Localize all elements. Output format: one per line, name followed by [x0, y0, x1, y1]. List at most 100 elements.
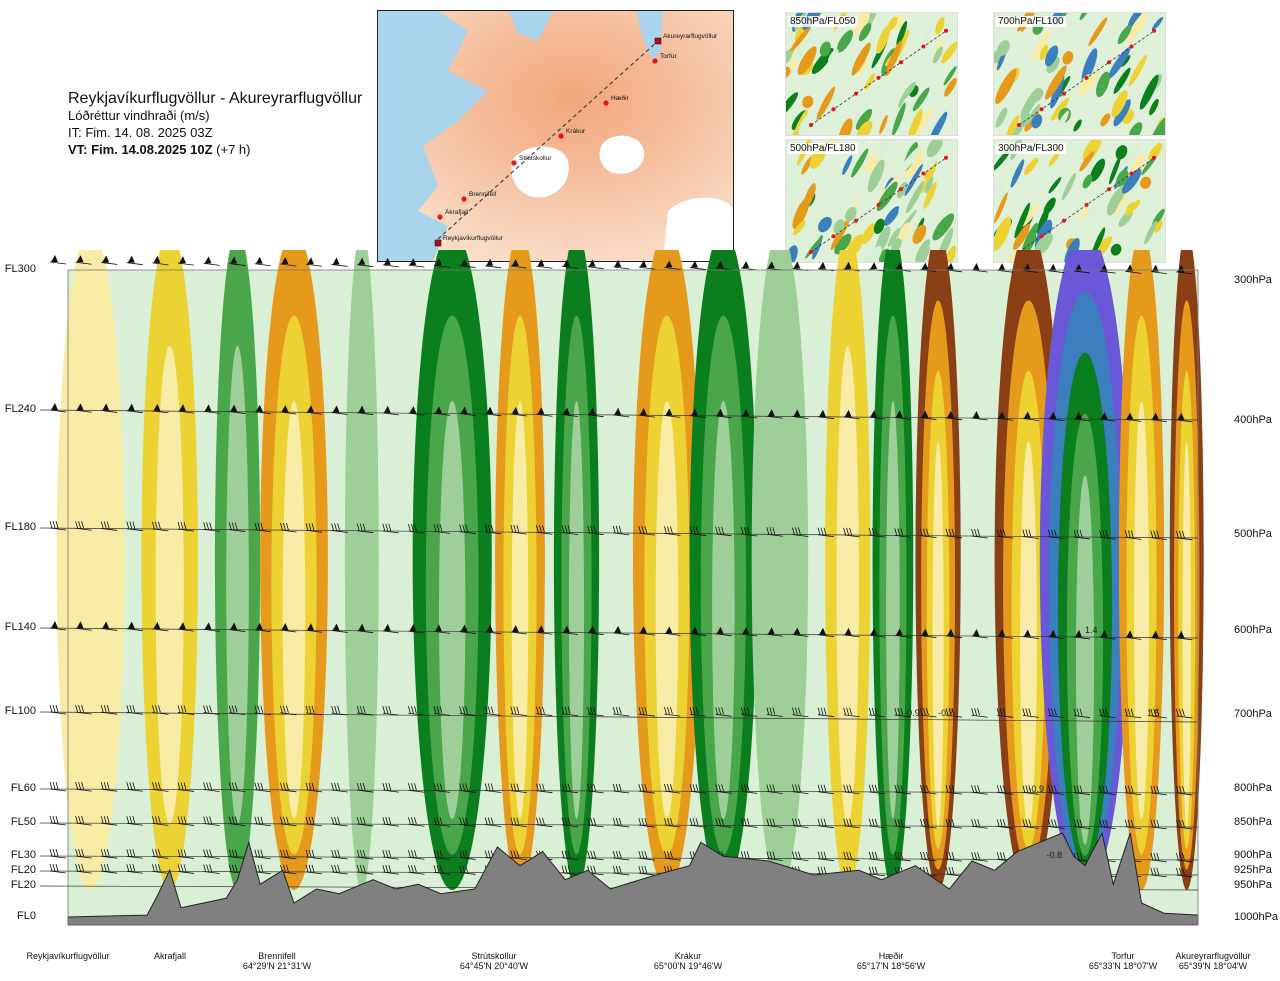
barb-shaft — [101, 628, 118, 631]
inset-cell — [1073, 119, 1082, 132]
inset-cell — [786, 47, 796, 67]
barb-feather — [433, 524, 437, 532]
wind-barb — [945, 628, 963, 639]
barb-feather — [951, 785, 955, 793]
wind-barb — [561, 706, 579, 717]
inset-cell — [1005, 115, 1020, 135]
barb-feather — [459, 524, 462, 532]
barb-feather — [1025, 819, 1029, 827]
barb-feather — [362, 705, 366, 714]
barb-pennant — [947, 628, 954, 636]
wind-barb — [638, 526, 655, 536]
velocity-contour — [282, 401, 306, 819]
pressure-level-label: 900hPa — [1234, 849, 1272, 861]
barb-shaft — [1048, 418, 1065, 422]
barb-feather — [408, 783, 411, 791]
barb-feather — [439, 783, 443, 791]
wind-barb — [689, 260, 707, 270]
wind-barb — [740, 526, 758, 537]
inset-waypoint — [809, 123, 813, 127]
barb-feather — [948, 867, 952, 875]
inset-waypoint — [899, 187, 903, 192]
wind-barb — [996, 819, 1014, 829]
barb-pennant — [435, 258, 442, 266]
inset-waypoint — [876, 202, 881, 207]
barb-feather — [1051, 785, 1054, 793]
barb-pennant — [332, 405, 340, 413]
wind-barb — [356, 782, 374, 793]
wind-barb — [1150, 708, 1167, 719]
barb-feather — [311, 864, 315, 873]
barb-feather — [689, 707, 693, 715]
wind-barb — [971, 708, 988, 718]
wind-barb — [945, 708, 963, 718]
wind-barb — [843, 784, 860, 795]
barb-shaft — [869, 714, 886, 718]
barb-feather — [638, 783, 642, 792]
barb-feather — [484, 850, 488, 858]
wind-barb — [305, 523, 323, 533]
barb-shaft — [715, 713, 732, 717]
barb-feather — [49, 863, 53, 872]
barb-feather — [1124, 530, 1128, 538]
inset-cell — [1022, 202, 1041, 227]
wind-barb — [433, 706, 451, 716]
barb-feather — [670, 707, 673, 715]
inset-cell — [858, 57, 868, 76]
barb-feather — [516, 524, 520, 533]
barb-shaft — [920, 535, 937, 538]
wind-barb — [357, 405, 374, 416]
barb-feather — [1176, 530, 1179, 538]
barb-feather — [792, 707, 795, 715]
barb-feather — [539, 525, 542, 533]
inset-cell — [802, 95, 814, 109]
barb-feather — [593, 817, 596, 825]
wind-barb — [792, 851, 809, 861]
wind-barb — [664, 260, 681, 270]
barb-pennant — [230, 622, 238, 630]
barb-shaft — [510, 824, 527, 828]
flight-level-label: FL20 — [10, 864, 36, 876]
barb-feather — [1182, 785, 1185, 794]
barb-shaft — [920, 825, 937, 829]
barb-feather — [183, 816, 187, 824]
barb-feather — [158, 782, 161, 790]
barb-feather — [868, 707, 872, 715]
inset-cell — [1106, 186, 1125, 216]
wind-barb — [536, 706, 553, 717]
barb-feather — [977, 708, 980, 716]
barb-feather — [1022, 785, 1026, 793]
barb-feather — [843, 527, 846, 536]
route-point-name: Reykjavíkurflugvöllur — [26, 951, 110, 961]
barb-shaft — [1176, 792, 1193, 796]
barb-feather — [846, 818, 849, 826]
inset-waypoint — [1152, 28, 1156, 33]
wind-barb — [1073, 263, 1091, 274]
barb-feather — [180, 816, 184, 824]
barb-shaft — [408, 412, 425, 416]
waypoint-marker — [603, 100, 609, 106]
barb-feather — [746, 818, 750, 826]
barb-shaft — [536, 631, 553, 635]
barb-feather — [359, 705, 363, 714]
barb-feather — [487, 817, 491, 825]
barb-feather — [311, 849, 315, 858]
barb-feather — [1048, 529, 1051, 537]
barb-feather — [100, 782, 104, 790]
inset-cell — [905, 180, 925, 214]
barb-shaft — [561, 790, 579, 794]
inset-cell — [1039, 44, 1049, 61]
barb-shaft — [766, 633, 783, 637]
barb-feather — [567, 706, 571, 714]
barb-feather — [286, 705, 289, 713]
barb-feather — [414, 783, 417, 791]
velocity-band — [214, 250, 261, 890]
barb-shaft — [49, 527, 67, 531]
wind-barb — [1150, 819, 1167, 830]
barb-shaft — [485, 531, 502, 535]
barb-shaft — [203, 789, 220, 792]
inset-cell — [1088, 17, 1108, 47]
barb-feather — [433, 783, 437, 791]
inset-cell — [1050, 97, 1070, 121]
barb-shaft — [126, 870, 143, 874]
